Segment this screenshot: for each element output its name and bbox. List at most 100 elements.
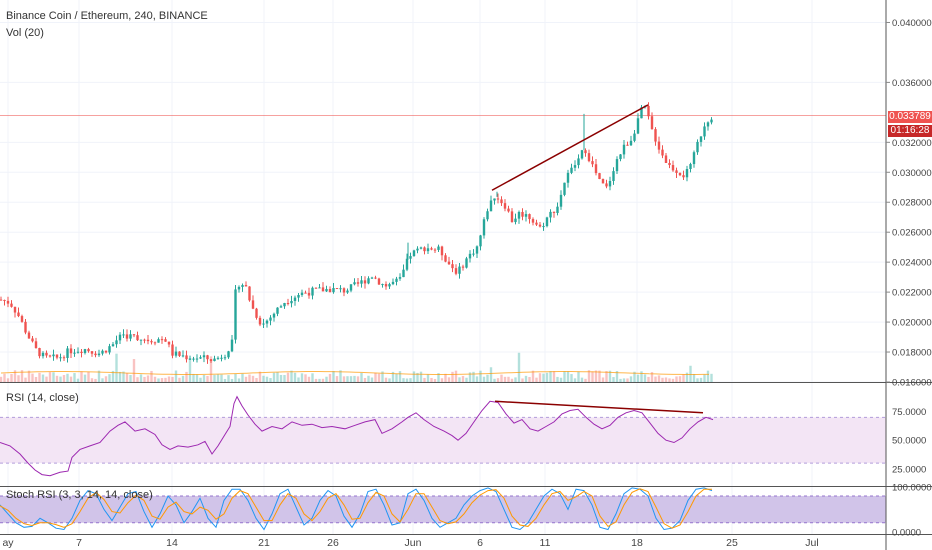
volume-bar bbox=[360, 372, 363, 382]
candle-body bbox=[664, 155, 668, 163]
volume-bar bbox=[486, 374, 489, 382]
rsi-band bbox=[0, 417, 886, 464]
candle-body bbox=[381, 284, 384, 286]
candle-body bbox=[6, 300, 10, 304]
last-price-tag: 0.033789 bbox=[888, 111, 932, 123]
volume-bar bbox=[283, 375, 286, 382]
volume-bar bbox=[412, 371, 416, 382]
candle-body bbox=[115, 340, 118, 345]
candle-body bbox=[181, 355, 185, 357]
candle-body bbox=[566, 172, 570, 183]
volume-bar bbox=[216, 374, 220, 382]
rsi-tick-label: 50.0000 bbox=[892, 436, 926, 447]
candle-body bbox=[164, 339, 167, 342]
candle-body bbox=[405, 258, 409, 270]
volume-bar bbox=[108, 374, 111, 382]
volume-bar bbox=[570, 374, 573, 382]
price-tick-label: 0.036000 bbox=[892, 78, 932, 89]
volume-bar bbox=[178, 377, 181, 382]
candle-body bbox=[584, 150, 587, 154]
volume-bar bbox=[237, 378, 241, 382]
time-tick-label: Jun bbox=[405, 537, 422, 549]
volume-bar bbox=[699, 377, 703, 382]
volume-bar bbox=[139, 374, 143, 382]
volume-bar bbox=[118, 371, 122, 382]
time-tick-label: 7 bbox=[76, 537, 82, 549]
volume-bar bbox=[440, 378, 444, 382]
volume-bar bbox=[297, 377, 300, 382]
candle-body bbox=[104, 350, 108, 353]
volume-bar bbox=[272, 372, 276, 382]
candle-body bbox=[493, 198, 496, 201]
stoch-d-line bbox=[0, 488, 712, 529]
candle-body bbox=[328, 288, 332, 293]
volume-bar bbox=[220, 374, 223, 382]
rsi-trendline bbox=[494, 400, 704, 414]
candle-body bbox=[510, 211, 514, 223]
volume-bar bbox=[475, 376, 479, 382]
candle-body bbox=[346, 290, 349, 293]
candle-body bbox=[167, 341, 171, 345]
candle-body bbox=[629, 140, 633, 146]
volume-bar bbox=[192, 373, 195, 382]
price-tick-label: 0.018000 bbox=[892, 348, 932, 359]
candle-body bbox=[619, 154, 622, 160]
candle-body bbox=[31, 338, 34, 342]
candle-body bbox=[73, 352, 76, 354]
volume-bar bbox=[419, 371, 423, 382]
candle-body bbox=[332, 288, 335, 293]
volume-bar bbox=[426, 374, 430, 382]
candlesticks[interactable] bbox=[0, 102, 713, 364]
candle-body bbox=[374, 277, 377, 279]
candle-body bbox=[650, 116, 654, 130]
volume-bar bbox=[76, 378, 80, 382]
candle-body bbox=[479, 235, 482, 247]
candle-body bbox=[430, 248, 433, 250]
volume-bar bbox=[465, 377, 468, 382]
candle-body bbox=[377, 278, 381, 285]
volume-bar bbox=[524, 375, 528, 382]
candle-body bbox=[314, 287, 318, 289]
volume-bar bbox=[167, 376, 171, 382]
candle-body bbox=[475, 246, 479, 254]
volume-bar bbox=[174, 370, 178, 382]
volume-bar bbox=[311, 373, 314, 382]
volume-bar bbox=[52, 372, 55, 382]
volume-bar bbox=[528, 376, 531, 382]
candle-body bbox=[349, 284, 353, 291]
volume-bar bbox=[0, 376, 3, 382]
volume-bar bbox=[136, 377, 139, 382]
candle-body bbox=[570, 167, 573, 173]
candle-body bbox=[209, 359, 213, 362]
candle-body bbox=[90, 351, 94, 354]
candle-body bbox=[136, 335, 139, 341]
candle-body bbox=[444, 255, 447, 262]
candle-body bbox=[398, 277, 402, 279]
candle-body bbox=[440, 246, 444, 256]
volume-bar bbox=[671, 378, 675, 382]
candle-body bbox=[482, 219, 486, 236]
volume-bar bbox=[398, 371, 402, 382]
candle-body bbox=[640, 107, 643, 119]
candle-body bbox=[542, 226, 545, 228]
volume-bar bbox=[384, 377, 388, 382]
candle-body bbox=[17, 312, 20, 317]
volume-bar bbox=[31, 373, 34, 382]
candle-body bbox=[626, 144, 629, 146]
price-tick-label: 0.032000 bbox=[892, 138, 932, 149]
candle-body bbox=[230, 339, 234, 352]
candle-body bbox=[615, 159, 619, 172]
rsi-tick-label: 25.0000 bbox=[892, 464, 926, 475]
candle-body bbox=[143, 339, 146, 341]
volume-bar bbox=[710, 373, 713, 382]
volume-bar bbox=[433, 378, 437, 382]
candle-body bbox=[360, 280, 363, 284]
volume-bar bbox=[230, 378, 234, 382]
volume-bar bbox=[468, 372, 472, 382]
candle-body bbox=[335, 288, 339, 290]
volume-bar bbox=[188, 358, 192, 382]
volume-bar bbox=[437, 373, 440, 382]
candle-body bbox=[3, 299, 6, 301]
candle-body bbox=[685, 169, 689, 178]
